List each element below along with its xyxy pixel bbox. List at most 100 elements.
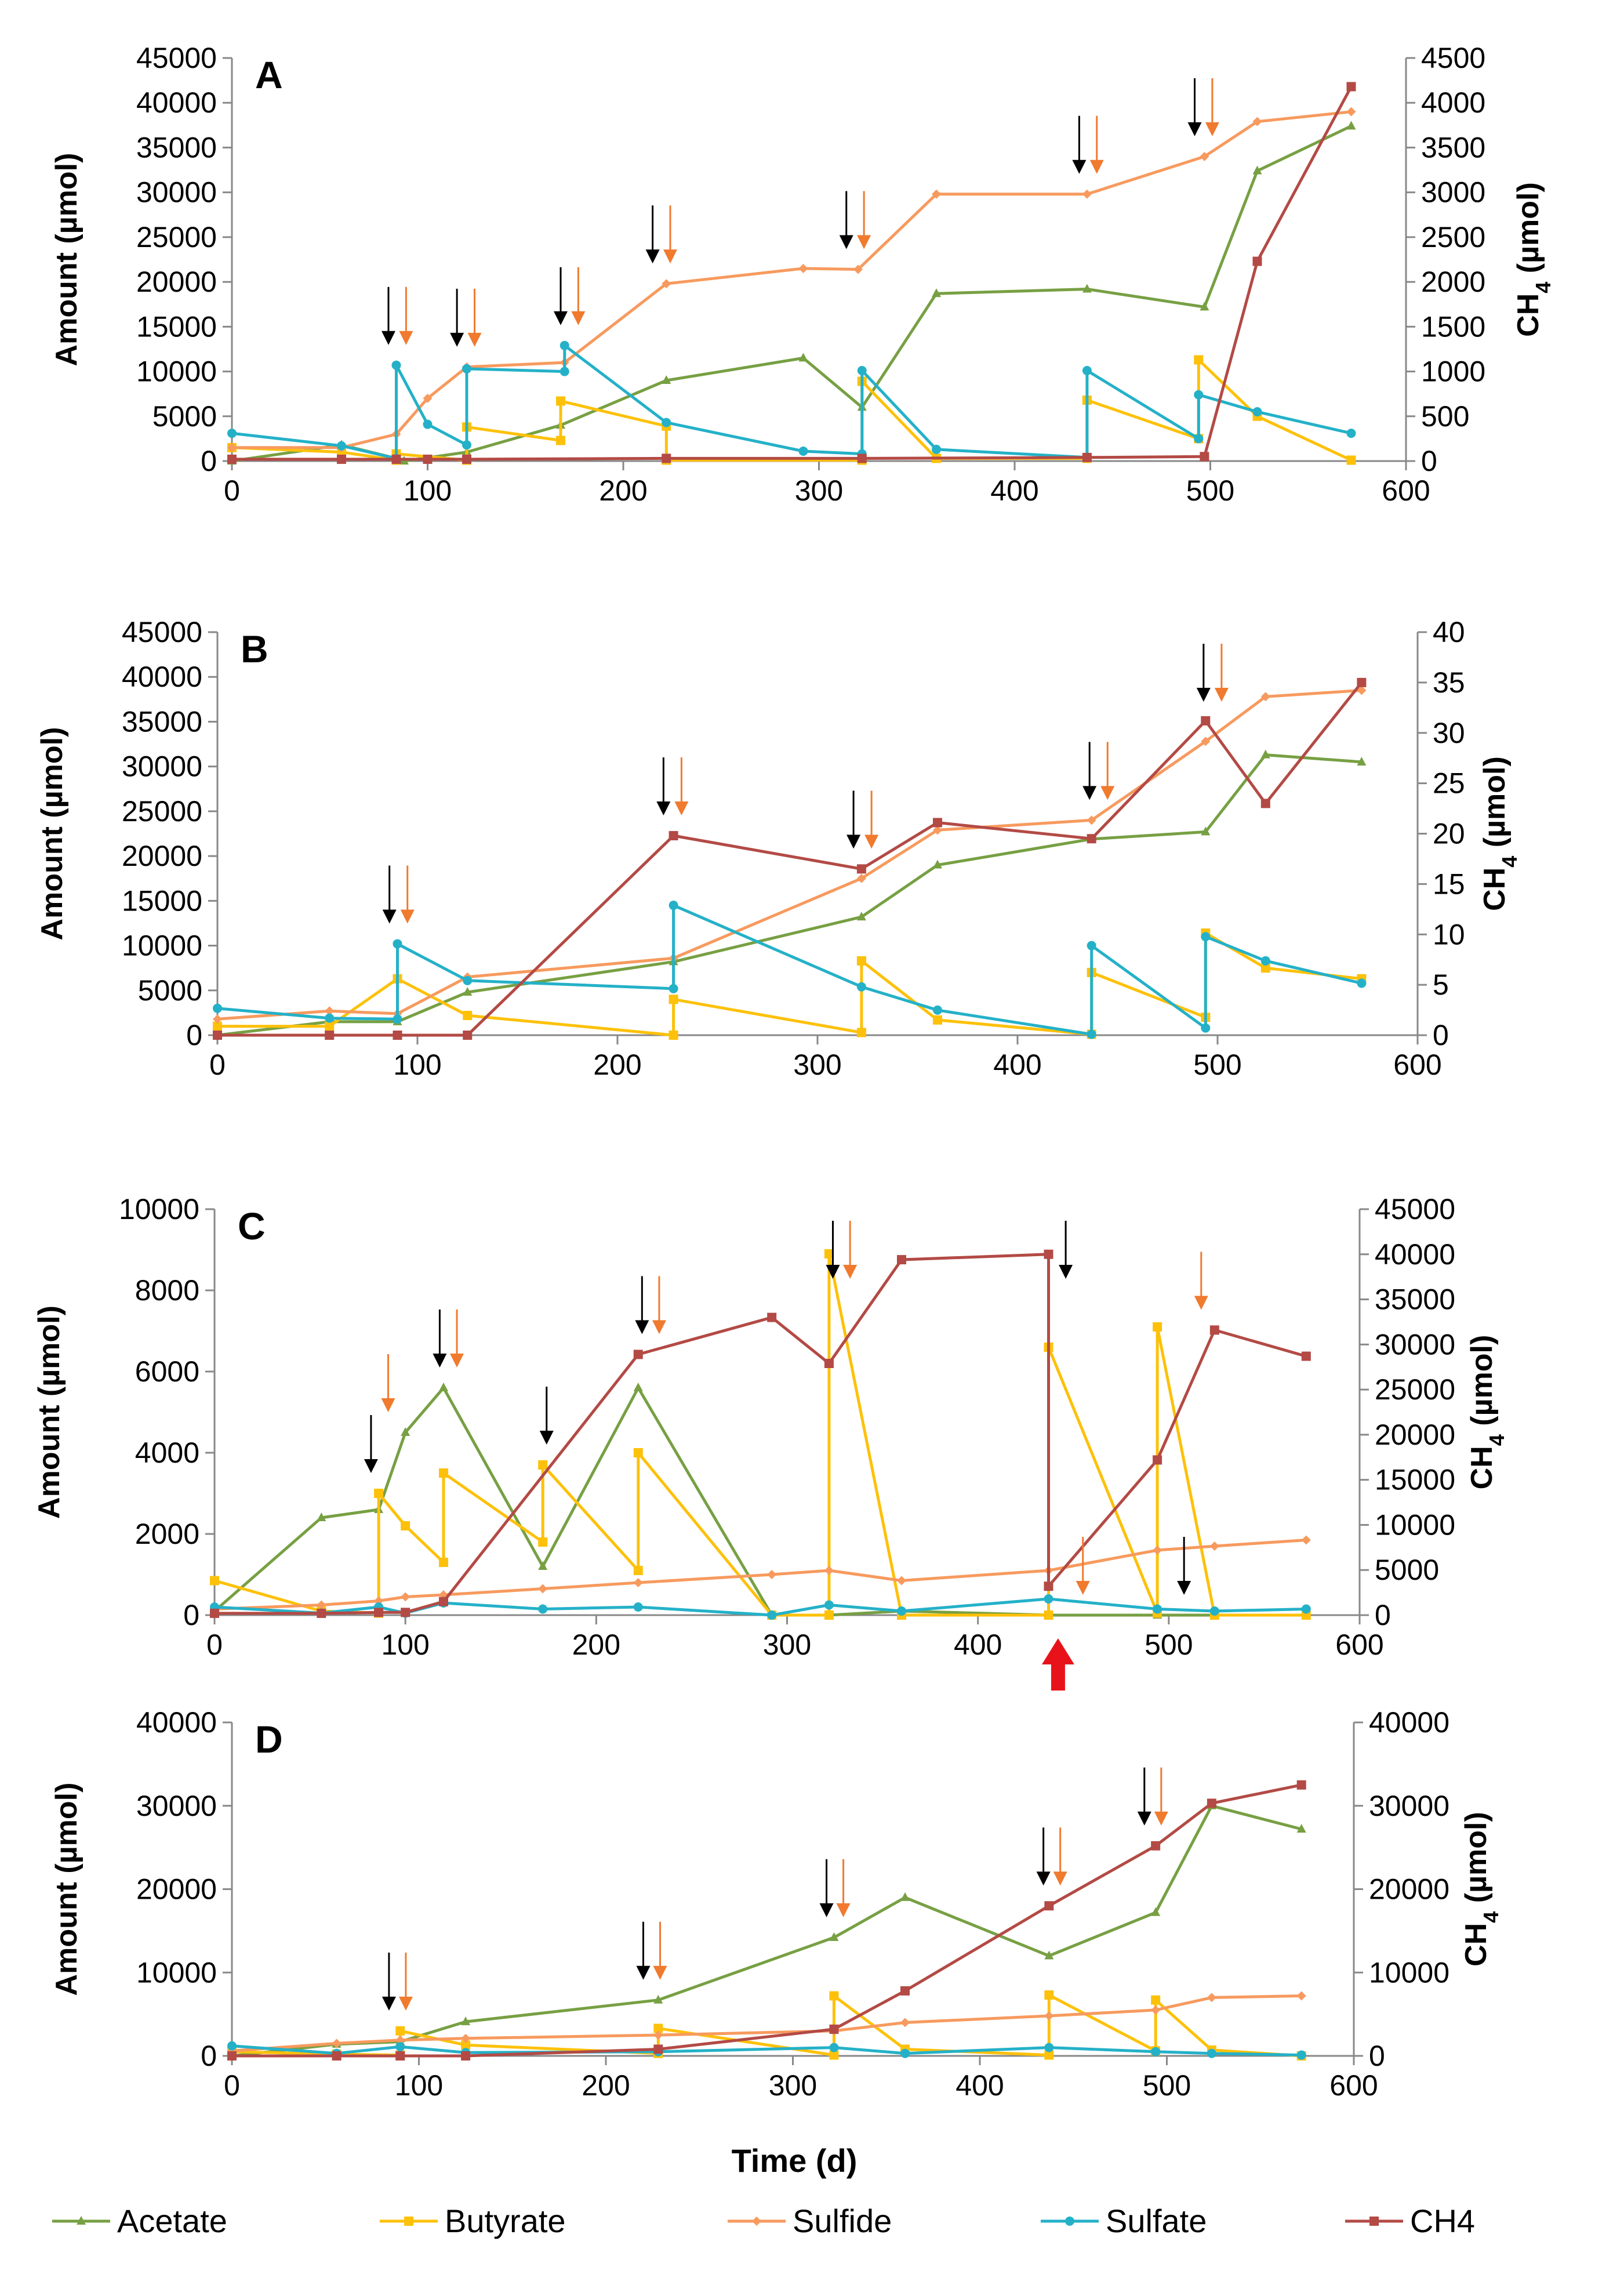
y-tick-label: 30000: [122, 750, 202, 783]
data-point-acetate: [1044, 1950, 1054, 1960]
arrow-head: [674, 801, 689, 815]
data-point-butyrate: [401, 1521, 410, 1530]
arrow-head: [1082, 786, 1097, 800]
data-point-ch4: [337, 454, 346, 464]
data-point-sulfide: [900, 2018, 910, 2027]
x-tick-label: 400: [990, 474, 1038, 507]
data-point-sulfide: [1357, 685, 1367, 695]
arrow-head: [1059, 1265, 1073, 1279]
arrow-head: [1194, 1296, 1208, 1310]
x-tick-label: 200: [599, 474, 647, 507]
x-tick-label: 600: [1393, 1049, 1441, 1081]
data-point-ch4: [401, 1608, 410, 1617]
x-tick-label: 500: [1143, 2069, 1191, 2102]
y2-title-subscript: 4: [1485, 1434, 1509, 1446]
data-point-sulfate: [1252, 407, 1262, 417]
data-point-sulfate: [560, 340, 569, 350]
data-point-ch4: [857, 454, 867, 463]
arrow-orange: [467, 288, 482, 347]
data-point-ch4: [856, 864, 866, 874]
data-point-sulfate: [391, 360, 401, 370]
y2-title-main: CH: [1512, 293, 1545, 337]
y2-tick-label: 45000: [1375, 1193, 1455, 1225]
legend-label: Sulfate: [1106, 2203, 1207, 2239]
data-point-butyrate: [669, 995, 678, 1004]
arrow-orange: [400, 865, 415, 924]
data-point-sulfide: [1346, 107, 1356, 117]
series-ch4: [227, 82, 1356, 464]
y2-tick-label: 10000: [1369, 1956, 1449, 1989]
data-point-sulfate: [1044, 1594, 1053, 1604]
data-point-sulfate: [933, 1005, 942, 1015]
arrow-head: [382, 1996, 396, 2011]
y2-tick-label: 20: [1433, 818, 1465, 850]
data-point-butyrate: [461, 2040, 471, 2050]
arrow-head: [398, 1996, 413, 2011]
data-point-sulfate: [856, 982, 866, 992]
data-point-sulfate: [1153, 1604, 1162, 1614]
arrow-black: [433, 1310, 447, 1367]
y2-tick-label: 25: [1433, 767, 1465, 800]
y-tick-label: 15000: [136, 310, 217, 343]
x-tick-label: 200: [572, 1628, 620, 1661]
data-point-sulfide: [824, 1566, 834, 1575]
data-point-acetate: [1200, 302, 1209, 311]
data-point-ch4: [227, 2051, 237, 2061]
data-point-acetate: [1357, 756, 1367, 766]
arrow-orange: [571, 267, 586, 325]
data-point-sulfate: [633, 1602, 643, 1612]
y-tick-label: 25000: [122, 795, 202, 828]
y2-tick-label: 20000: [1375, 1419, 1455, 1451]
data-point-butyrate: [824, 1610, 834, 1620]
y2-tick-label: 30000: [1369, 1790, 1449, 1822]
data-point-sulfate: [227, 429, 237, 438]
data-point-acetate: [662, 375, 671, 384]
arrow-head: [364, 1459, 378, 1473]
data-point-butyrate: [1260, 963, 1270, 973]
arrow-head: [571, 311, 586, 325]
arrow-head: [656, 801, 671, 815]
y2-tick-label: 0: [1421, 445, 1437, 477]
legend-item-ch4: CH4: [1345, 2203, 1475, 2239]
y2-tick-label: 1500: [1421, 310, 1485, 343]
y-tick-label: 0: [201, 2040, 217, 2072]
series-line-sulfide: [232, 110, 1351, 449]
data-point-ch4: [1153, 1455, 1162, 1465]
data-point-ch4: [1201, 716, 1211, 726]
data-point-ch4: [210, 1608, 219, 1618]
data-point-ch4: [393, 1031, 402, 1040]
data-point-sulfate: [1357, 978, 1367, 988]
panel-label: B: [241, 627, 268, 670]
data-point-butyrate: [633, 1448, 643, 1457]
y2-tick-label: 3500: [1421, 131, 1485, 164]
series-sulfate: [227, 340, 1356, 463]
arrow-head: [1137, 1811, 1151, 1826]
data-point-ch4: [829, 2025, 839, 2034]
data-point-ch4: [1301, 1351, 1311, 1361]
data-point-acetate: [463, 986, 473, 996]
data-point-ch4: [325, 1031, 335, 1040]
data-point-sulfate: [423, 419, 433, 429]
data-point-sulfate: [463, 975, 473, 985]
y2-title-subscript: 4: [1498, 856, 1521, 868]
arrow-black: [635, 1276, 649, 1334]
data-point-ch4: [423, 454, 433, 464]
y2-tick-label: 40000: [1375, 1238, 1455, 1271]
y-tick-label: 4000: [135, 1437, 199, 1469]
arrow-head: [1036, 1871, 1051, 1886]
data-point-sulfate: [1194, 434, 1204, 444]
arrow-head: [826, 1265, 840, 1279]
legend-marker: [752, 2217, 761, 2226]
legend-label: Acetate: [117, 2203, 227, 2239]
data-point-sulfate: [393, 939, 402, 949]
arrow-black: [382, 865, 397, 924]
data-point-sulfate: [1346, 429, 1356, 438]
data-point-sulfide: [423, 393, 433, 403]
y-tick-label: 30000: [136, 1790, 217, 1822]
y2-tick-label: 10000: [1375, 1508, 1455, 1541]
data-point-acetate: [653, 1994, 663, 2004]
arrow-head: [1072, 159, 1087, 174]
y2-tick-label: 5000: [1375, 1554, 1439, 1586]
arrow-black: [839, 191, 853, 249]
y2-axis-title: CH4 (µmol): [1478, 756, 1521, 911]
